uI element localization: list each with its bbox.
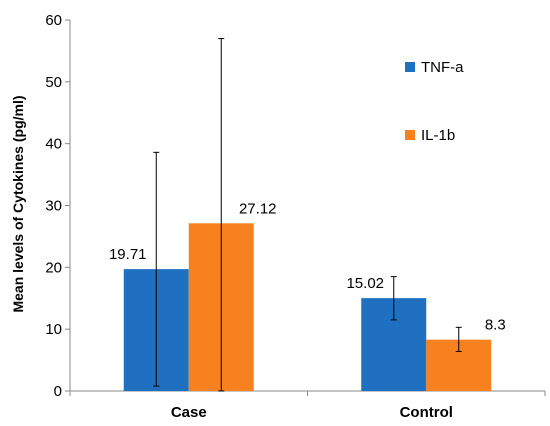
y-tick-label: 20: [45, 259, 62, 276]
data-labels: 19.71 27.12 15.02 8.3: [109, 200, 506, 333]
y-tick-label: 10: [45, 321, 62, 338]
y-tick-label: 0: [54, 383, 62, 400]
legend-label: TNF-a: [421, 59, 464, 76]
data-label: 8.3: [485, 317, 506, 334]
legend-label: IL-1b: [421, 127, 455, 144]
y-tick-label: 30: [45, 198, 62, 215]
x-category-label: Case: [171, 404, 207, 421]
bars: [123, 223, 492, 391]
y-tick-label: 60: [45, 12, 62, 29]
error-bars: [153, 38, 462, 392]
data-label: 15.02: [346, 275, 384, 292]
legend: TNF-a IL-1b: [405, 59, 464, 144]
x-category-label: Control: [400, 404, 453, 421]
legend-swatch-il-1b: [405, 130, 415, 140]
y-tick-label: 50: [45, 74, 62, 91]
y-axis-title: Mean levels of Cytokines (pg/ml): [10, 95, 26, 312]
legend-swatch-tnf-a: [405, 62, 415, 72]
axes: 0 10 20 30 40 50 60 Case Control: [45, 12, 546, 421]
data-label: 27.12: [239, 200, 277, 217]
data-label: 19.71: [109, 246, 147, 263]
y-tick-label: 40: [45, 136, 62, 153]
